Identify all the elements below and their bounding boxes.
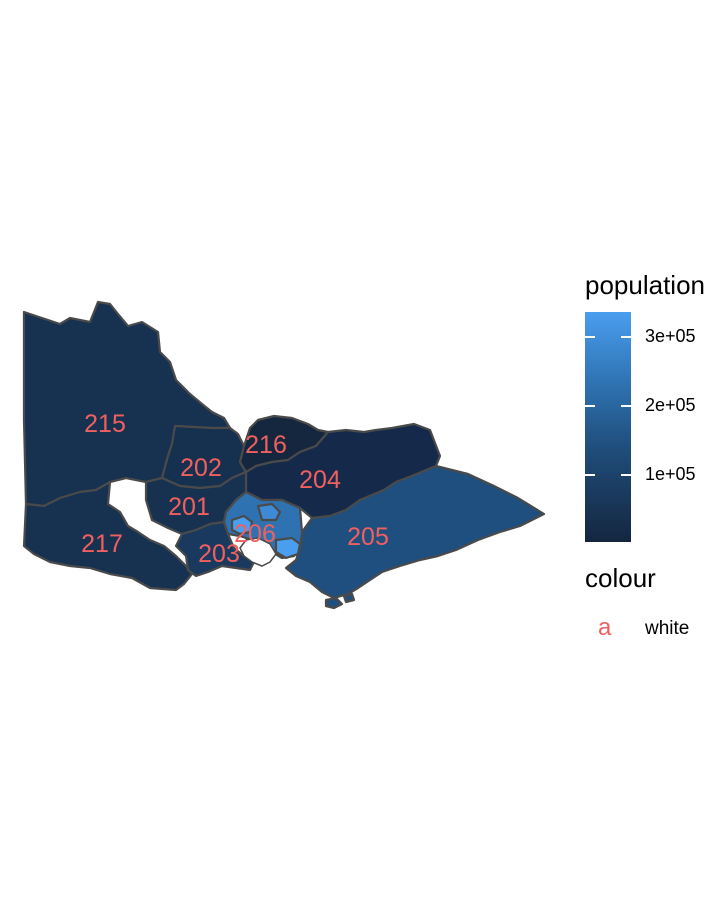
legend-fill-title: population <box>585 270 705 300</box>
region-206-inner-east <box>274 536 302 560</box>
legend-tick-mark-left <box>585 336 595 338</box>
legend-colour-title: colour <box>585 563 656 593</box>
legend-tick-mark-right <box>621 405 631 407</box>
region-206-inner-north <box>256 502 282 522</box>
legend-tick-label: 1e+05 <box>645 464 696 484</box>
legend-tick-label: 3e+05 <box>645 326 696 346</box>
island-small <box>342 592 356 604</box>
region-label-205: 205 <box>347 523 389 551</box>
region-label-202: 202 <box>180 454 222 482</box>
legend-tick-mark-left <box>585 405 595 407</box>
legend-colour-key-label: white <box>645 618 690 639</box>
region-label-201: 201 <box>168 493 210 521</box>
region-label-216: 216 <box>245 431 287 459</box>
legend-tick-label: 2e+05 <box>645 395 696 415</box>
legend-tick-mark-right <box>621 474 631 476</box>
region-label-206: 206 <box>234 520 276 548</box>
region-label-215: 215 <box>84 410 126 438</box>
legend-colorbar <box>585 312 631 542</box>
region-217 <box>22 480 194 592</box>
port-phillip-bay <box>239 537 277 567</box>
region-205 <box>284 464 546 600</box>
region-label-217: 217 <box>81 530 123 558</box>
legend-tick-mark-left <box>585 474 595 476</box>
island <box>324 596 344 610</box>
legend-tick-mark-right <box>621 336 631 338</box>
region-206-inner-west <box>230 514 254 536</box>
legend-colour-key-glyph: a <box>598 614 612 641</box>
region-label-203: 203 <box>198 540 240 568</box>
region-203 <box>174 520 256 578</box>
region-label-204: 204 <box>299 466 341 494</box>
